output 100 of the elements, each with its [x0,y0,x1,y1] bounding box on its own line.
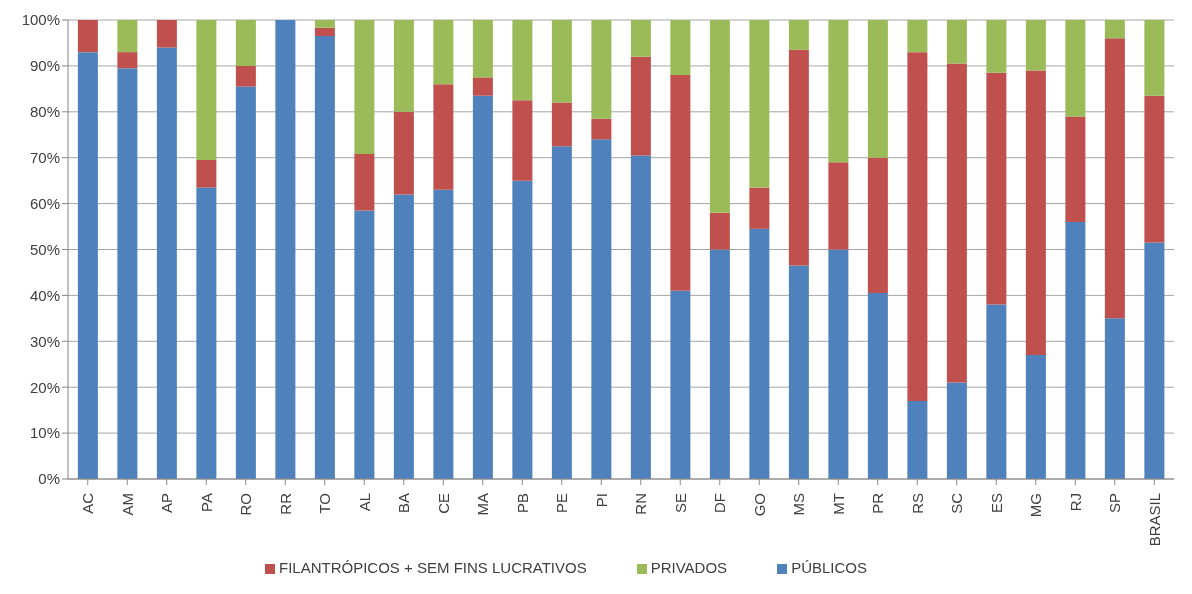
legend-label: PÚBLICOS [791,559,867,576]
bar [393,20,414,112]
bar [512,100,533,181]
x-tick-label: AM [118,493,136,516]
bar [117,52,138,69]
bar [1065,116,1086,222]
bar [551,146,572,479]
x-tick-label: TO [316,493,334,514]
x-tick-label: AC [79,492,97,514]
bar [867,293,888,479]
bar [117,20,138,53]
y-tick-label: 50% [29,240,60,258]
x-tick-label: MG [1027,493,1045,518]
x-tick-label: RS [908,493,926,514]
bar [630,56,651,156]
bar [433,20,454,85]
bar [788,49,809,266]
bar [907,52,928,401]
bar [630,155,651,479]
bar [472,20,493,78]
bar [196,187,217,479]
x-tick-label: MA [474,493,492,516]
x-tick-label: PR [869,492,887,514]
bar [828,249,849,479]
bar [630,20,651,57]
bar [1065,20,1086,117]
x-tick-label: AL [355,493,373,512]
bar [591,118,612,140]
bar [156,20,177,48]
bar [591,139,612,479]
bar [1025,20,1046,71]
x-tick-label: PA [197,493,215,512]
y-tick-label: 20% [29,378,60,396]
bar [946,20,967,64]
bar [907,20,928,53]
x-tick-label: PB [513,493,531,514]
bar [1065,221,1086,479]
x-tick-label: ES [987,493,1005,514]
bar [314,27,335,37]
bar [670,20,691,76]
bar [867,157,888,294]
bar [867,20,888,158]
x-tick-label: RR [276,492,294,515]
x-tick-label: MS [790,493,808,516]
bar [235,20,256,66]
bar [670,75,691,291]
bar [393,111,414,195]
bar [828,162,849,250]
bar [1104,318,1125,479]
bar [314,20,335,28]
y-tick-label: 60% [29,194,60,212]
x-tick-label: PE [553,493,571,514]
y-tick-label: 90% [29,57,60,75]
y-tick-label: 80% [29,103,60,121]
x-tick-label: GO [750,493,768,517]
bar [354,210,375,479]
bar [828,20,849,163]
bar [946,382,967,479]
bar [472,95,493,479]
bar [235,65,256,87]
bar [275,20,296,479]
y-tick-label: 100% [21,11,60,29]
bar [512,180,533,479]
bar [986,72,1007,305]
x-tick-label: DF [711,493,729,513]
bar [749,187,770,229]
x-tick-label: PI [592,493,610,508]
bar [709,249,730,479]
x-tick-label: RN [632,493,650,515]
bar [946,63,967,383]
bar [788,20,809,50]
legend-label: PRIVADOS [650,559,728,576]
bar [393,194,414,479]
bar [788,265,809,479]
bar [709,20,730,213]
bar [591,20,612,119]
bar [749,20,770,188]
bar [1144,242,1165,479]
bar [907,400,928,479]
bar [433,189,454,479]
bar [1144,20,1165,96]
y-tick-label: 30% [29,332,60,350]
y-tick-label: 70% [29,149,60,167]
bar [354,154,375,211]
bar [354,20,375,155]
bar [551,102,572,147]
bar [1104,38,1125,319]
x-tick-label: CE [434,493,452,514]
bar [986,304,1007,479]
bar [749,228,770,479]
y-tick-label: 10% [29,424,60,442]
bar [314,36,335,479]
bar [196,160,217,188]
bar [117,68,138,479]
x-tick-label: RO [237,493,255,516]
bar [1025,355,1046,479]
bar [433,84,454,190]
bar [1104,20,1125,39]
bar [709,212,730,250]
x-tick-label: MT [829,493,847,515]
